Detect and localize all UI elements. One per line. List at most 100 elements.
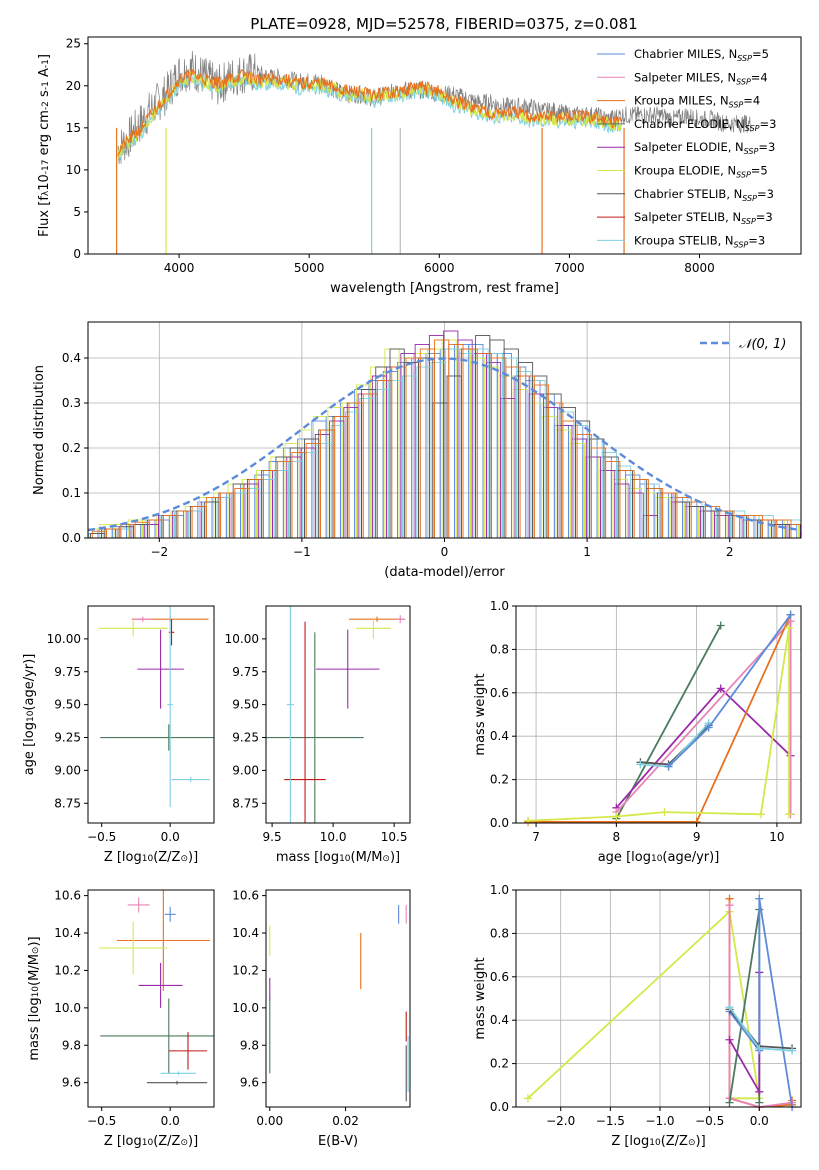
y-tick-label: 9.8 [240, 1038, 259, 1052]
weight-series [725, 894, 797, 1111]
series-marker [786, 610, 795, 619]
plot-area [266, 606, 406, 823]
weight-series [725, 894, 797, 1111]
x-tick-label: −2.0 [546, 1114, 575, 1128]
y-tick-label: 9.00 [232, 763, 259, 777]
series-marker [756, 810, 765, 819]
x-tick-label: −1.0 [645, 1114, 674, 1128]
weight-series [725, 901, 797, 1111]
y-tick-label: 1.0 [490, 599, 509, 613]
error-bar-point [146, 1080, 208, 1085]
series-marker [725, 1098, 734, 1107]
series-line [728, 898, 793, 1108]
error-bar-point [116, 890, 210, 992]
series-marker [524, 816, 533, 825]
error-bar-point [127, 897, 150, 913]
weight-vs-Z-panel: −2.0 −1.5 −1.0 −0.5 0.0 0.0 0.2 0.4 0.6 0.8 1.0 Z [… [473, 883, 802, 1149]
legend-entry: Chabrier STELIB, NSSP=3 [634, 187, 774, 203]
x-tick-label: 4000 [164, 261, 195, 275]
error-bar-point [98, 620, 168, 637]
x-tick-label: −0.5 [87, 1114, 116, 1128]
y-tick-label: 0.4 [62, 351, 81, 365]
y-tick-label: 9.00 [54, 763, 81, 777]
weight-series [612, 684, 795, 812]
plot-area [116, 50, 752, 254]
error-bar-point [284, 621, 326, 823]
series-marker [660, 808, 669, 817]
x-tick-label: 5000 [294, 261, 325, 275]
x-tick-label: 10.0 [320, 830, 347, 844]
plot-area [269, 904, 409, 1102]
y-tick-label: 10.2 [54, 963, 81, 977]
legend-entry: Salpeter ELODIE, NSSP=3 [634, 140, 775, 156]
weight-series [524, 623, 793, 825]
legend: 𝒩(0, 1) [700, 337, 786, 352]
y-tick-label: 25 [66, 37, 81, 51]
mass-vs-Z-panel: −0.5 0.0 9.6 9.8 10.0 10.2 10.4 10.6 Z [log10(Z/… [27, 889, 215, 1149]
plot-area [523, 894, 797, 1111]
legend-entry: Kroupa STELIB, NSSP=3 [634, 233, 765, 249]
x-tick-label: −1 [293, 545, 311, 559]
x-tick-label: 1 [583, 545, 591, 559]
plot-area [88, 330, 801, 538]
x-tick-label: 7 [532, 830, 540, 844]
y-tick-label: 5 [73, 205, 81, 219]
y-tick-label: 9.6 [62, 1076, 81, 1090]
y-tick-label: 0.4 [490, 729, 509, 743]
series-marker [725, 1035, 734, 1044]
x-tick-label: −1.5 [596, 1114, 625, 1128]
y-tick-label: 0.0 [490, 816, 509, 830]
plot-area [98, 890, 214, 1085]
legend: Chabrier MILES, NSSP=5 Salpeter MILES, NS… [597, 47, 776, 249]
histogram-bar [790, 524, 801, 538]
x-axis-label: Z [log10(Z/Z⊙)] [104, 1134, 198, 1149]
x-tick-label: 6000 [424, 261, 455, 275]
legend-entry: Salpeter STELIB, NSSP=3 [634, 210, 773, 226]
error-bar-point [164, 906, 176, 922]
weight-series [524, 610, 795, 826]
figure-title: PLATE=0928, MJD=52578, FIBERID=0375, z=0… [250, 15, 637, 33]
series-marker [725, 901, 734, 910]
y-tick-label: 10.00 [47, 632, 81, 646]
x-tick-label: −2 [150, 545, 168, 559]
y-tick-label: 0.8 [490, 926, 509, 940]
legend-entry: Chabrier ELODIE, NSSP=3 [634, 117, 776, 133]
residuals-panel: −2 −1 0 1 2 0.0 0.1 0.2 0.3 0.4 (data-model)/error… [32, 321, 802, 580]
plot-area [98, 606, 214, 808]
error-bar-point [167, 606, 173, 808]
error-bar-point [138, 962, 183, 1008]
error-bar-point [100, 724, 214, 751]
y-tick-label: 9.50 [232, 698, 259, 712]
x-tick-label: 9 [693, 830, 701, 844]
y-tick-label: 15 [66, 121, 81, 135]
y-tick-label: 0.6 [490, 970, 509, 984]
y-axis-label: mass weight [473, 673, 488, 755]
y-tick-label: 0.6 [490, 686, 509, 700]
weight-series [725, 1003, 797, 1055]
x-axis-label: Z [log10(Z/Z⊙)] [104, 850, 198, 865]
series-marker [704, 723, 713, 732]
y-axis-label: Normed distribution [32, 365, 47, 495]
error-bar-point [168, 1032, 208, 1070]
y-tick-label: 10.6 [54, 889, 81, 903]
y-tick-label: 8.75 [54, 796, 81, 810]
x-axis-label: Z [log10(Z/Z⊙)] [611, 1134, 705, 1149]
x-tick-label: 0.0 [161, 1114, 180, 1128]
x-tick-label: 10 [769, 830, 784, 844]
y-tick-label: 9.8 [62, 1038, 81, 1052]
histogram-series [88, 348, 801, 538]
histogram-series [88, 330, 801, 538]
plot-area [524, 610, 795, 826]
axes-frame [515, 605, 802, 824]
series-line [615, 625, 722, 820]
y-tick-label: 0.4 [490, 1013, 509, 1027]
error-bar-point [316, 629, 380, 709]
series-marker [784, 623, 793, 632]
y-tick-label: 0.2 [490, 773, 509, 787]
x-axis-label: (data-model)/error [384, 565, 505, 580]
y-tick-label: 10 [66, 163, 81, 177]
model-spectrum [117, 70, 622, 159]
x-tick-label: −0.5 [87, 830, 116, 844]
y-tick-label: 10.0 [232, 1001, 259, 1015]
